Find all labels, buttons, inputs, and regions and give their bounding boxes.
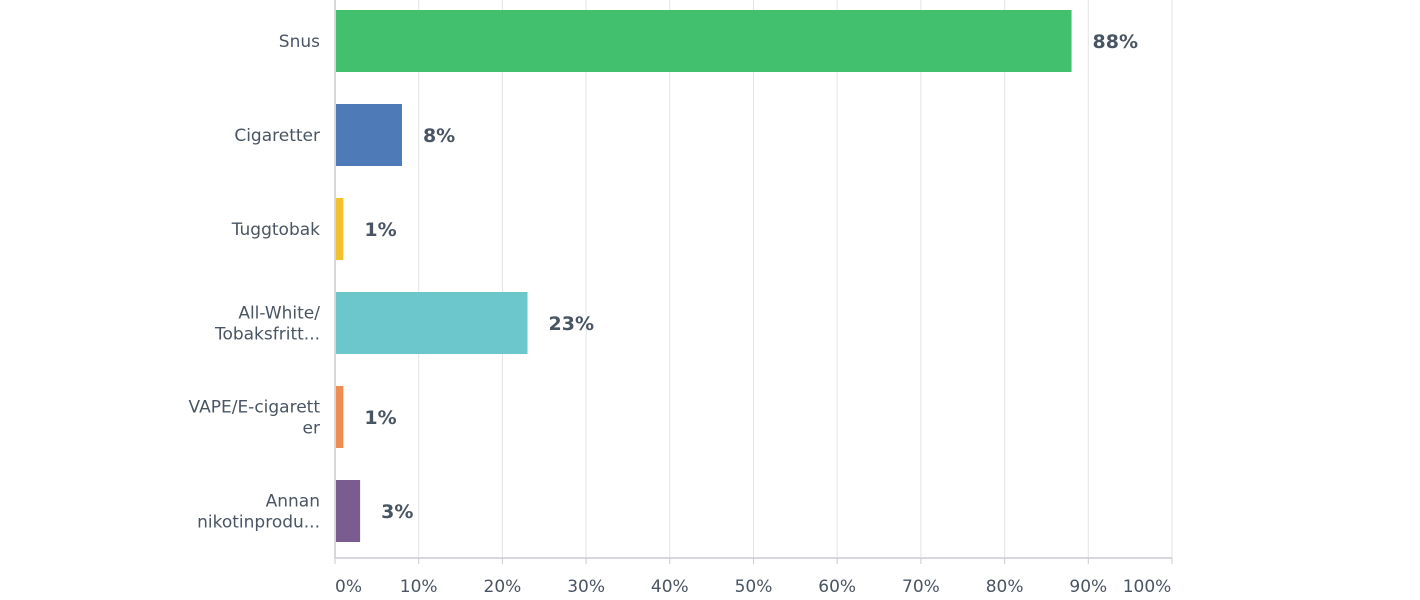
data-label: 23% [549,313,594,335]
x-tick-label: 0% [335,577,362,597]
bars [336,10,1072,542]
x-tick-label: 70% [902,577,940,597]
data-label: 8% [423,125,455,147]
bar[interactable] [336,104,402,166]
bar[interactable] [336,292,528,354]
data-label: 1% [364,407,396,429]
category-label: VAPE/E-cigarett er [189,398,321,439]
x-tick-label: 30% [567,577,605,597]
data-label: 88% [1093,31,1138,53]
category-label: Cigaretter [234,126,320,146]
bar[interactable] [336,480,361,542]
category-label-line: Cigaretter [234,126,320,146]
category-label: Annan nikotinprodu... [197,492,320,533]
category-label-line: Tobaksfritt... [214,325,320,345]
axes: 0% 10% 20% 30% 40% 50% 60% 70% 80% 90% 100% [334,0,1173,597]
category-label-line: er [303,419,320,439]
x-tick-label: 10% [400,577,438,597]
category-label-line: VAPE/E-cigarett [189,398,321,418]
x-tick-label: 100% [1123,577,1172,597]
data-label: 3% [381,501,413,523]
category-label: Tuggtobak [231,220,320,240]
bar[interactable] [336,386,344,448]
category-label: Snus [279,32,320,52]
bar[interactable] [336,10,1072,72]
category-label-line: Annan [266,492,320,512]
x-tick-label: 20% [484,577,522,597]
labels: 88% Snus 8% Cigaretter 1% Tuggtobak 23% All-Whi… [189,31,1138,533]
category-label-line: Tuggtobak [231,220,320,240]
category-label-line: Snus [279,32,320,52]
category-label: All-White/Tobaksfritt... [214,304,320,345]
gridlines [418,0,1173,558]
x-tick-label: 60% [818,577,856,597]
bar[interactable] [336,198,344,260]
x-tick-label: 40% [651,577,689,597]
data-label: 1% [364,219,396,241]
x-tick-label: 80% [986,577,1024,597]
x-tick-label: 90% [1069,577,1107,597]
category-label-line: All-White/ [238,304,320,324]
category-label-line: nikotinprodu... [197,513,320,533]
x-tick-label: 50% [735,577,773,597]
